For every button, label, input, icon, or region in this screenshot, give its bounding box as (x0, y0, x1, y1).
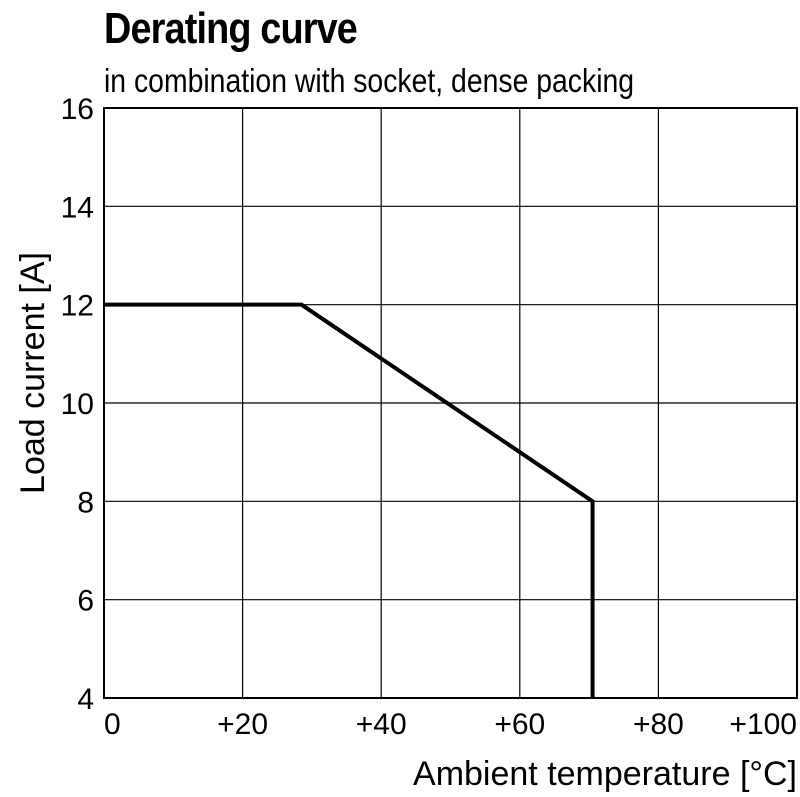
plot-frame (103, 107, 798, 699)
x-tick-label: +100 (729, 708, 797, 741)
y-tick-label: 6 (77, 585, 94, 618)
y-tick-label: 8 (77, 486, 94, 519)
x-tick-labels: 0 +20 +40 +60 +80 +100 (104, 708, 797, 741)
y-tick-label: 10 (61, 388, 94, 421)
series-group (104, 302, 595, 698)
y-tick-labels: 4 6 8 10 12 14 16 (61, 93, 94, 716)
chart-title: Derating curve (104, 4, 358, 53)
x-axis-label: Ambient temperature [°C] (413, 755, 797, 793)
x-tick-label: +60 (494, 708, 545, 741)
y-tick-label: 12 (61, 290, 94, 323)
x-tick-label: +40 (356, 708, 407, 741)
y-tick-label: 4 (77, 683, 94, 716)
derating-line (104, 302, 595, 698)
chart-subtitle: in combination with socket, dense packin… (104, 62, 635, 99)
y-tick-label: 16 (61, 93, 94, 126)
y-tick-label: 14 (61, 191, 94, 224)
x-tick-label: +80 (633, 708, 684, 741)
x-tick-label: 0 (104, 708, 121, 741)
y-axis-label: Load current [A] (14, 252, 52, 494)
x-tick-label: +20 (217, 708, 268, 741)
